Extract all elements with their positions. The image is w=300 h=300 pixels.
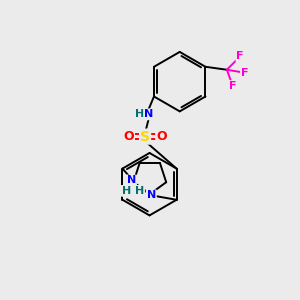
Text: H: H — [135, 109, 145, 119]
Text: O: O — [156, 130, 167, 143]
Text: N: N — [147, 190, 156, 200]
Text: S: S — [140, 130, 150, 144]
Text: F: F — [241, 68, 248, 78]
Text: H: H — [135, 186, 144, 196]
Text: F: F — [236, 51, 244, 62]
Text: H: H — [122, 186, 131, 196]
Text: N: N — [144, 109, 154, 119]
Text: N: N — [127, 176, 136, 185]
Text: O: O — [123, 130, 134, 143]
Text: F: F — [229, 81, 237, 91]
